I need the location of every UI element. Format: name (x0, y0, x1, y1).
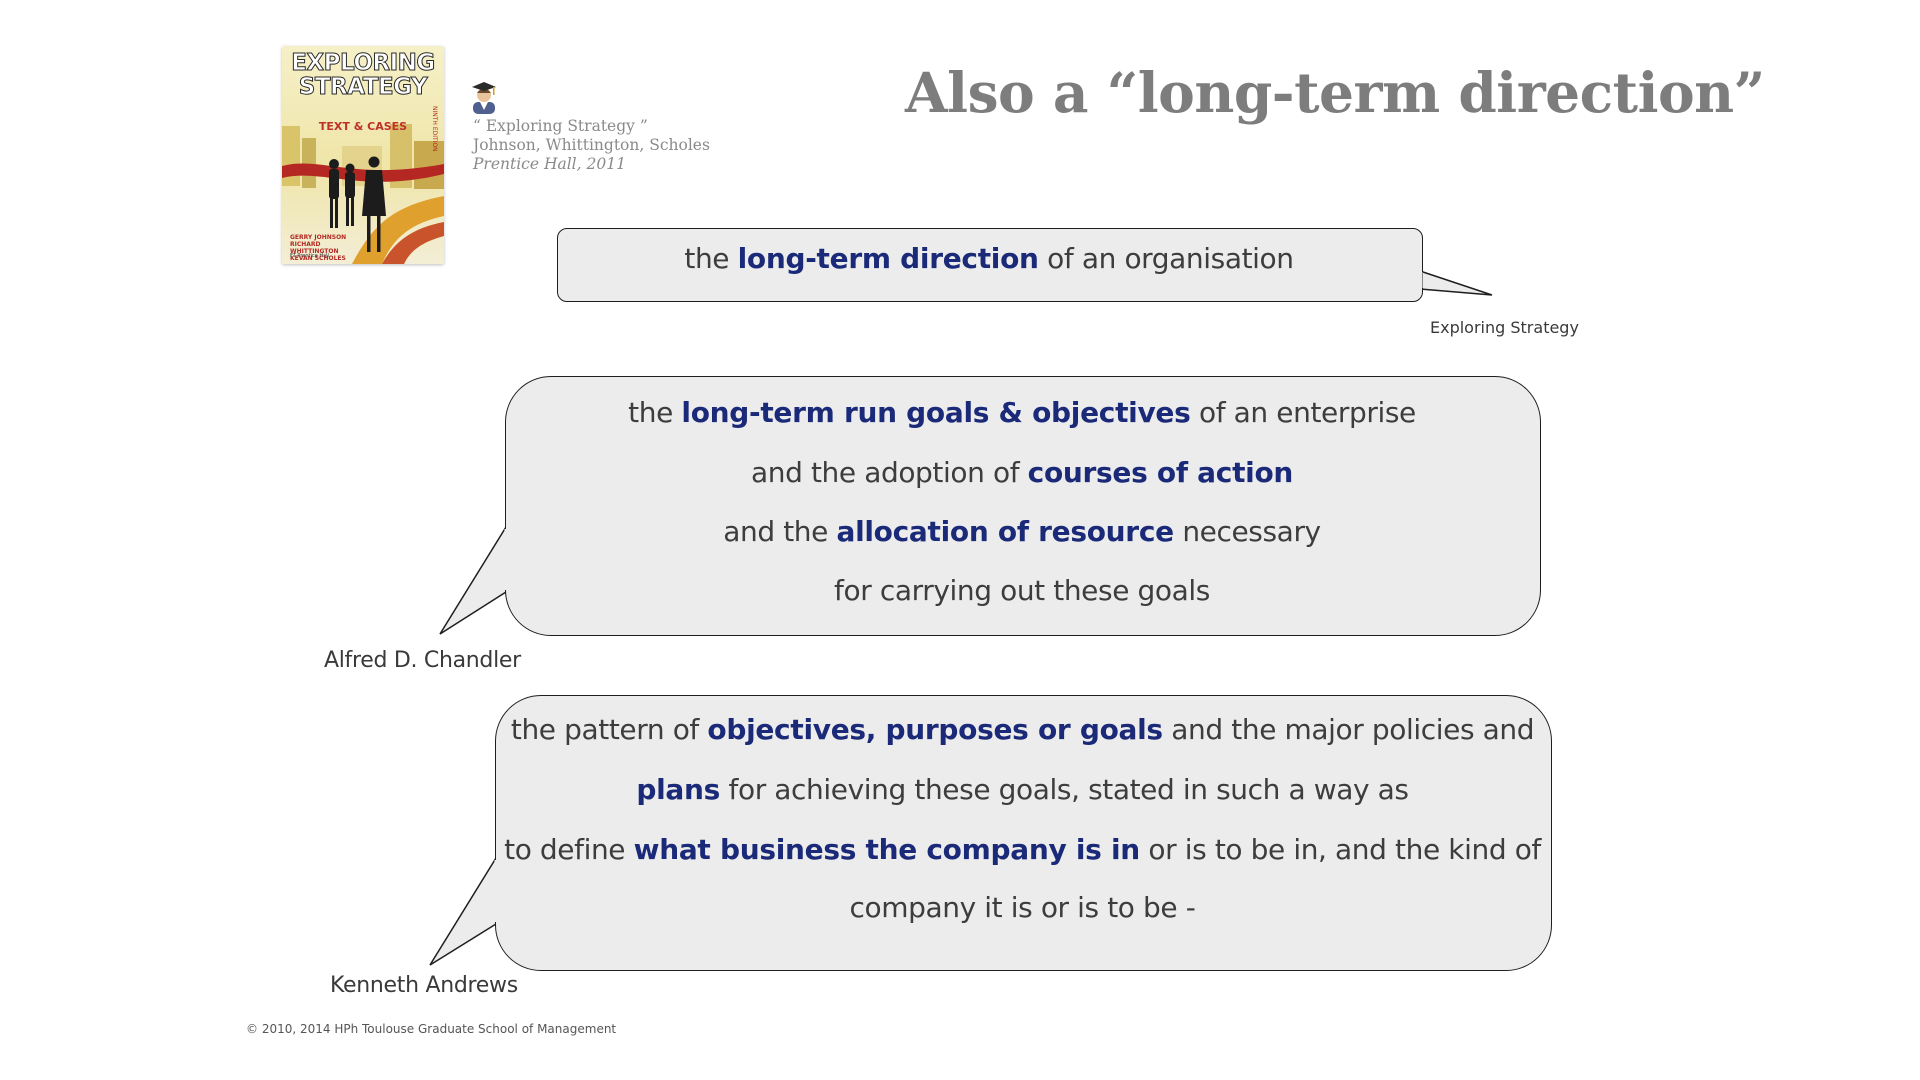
highlighted-phrase: long-term run goals & objectives (681, 396, 1191, 429)
quote-text: or is to be in, and the kind of (1139, 833, 1541, 866)
reference-authors: Johnson, Whittington, Scholes (473, 136, 710, 154)
quote-text: the (628, 396, 682, 429)
cover-title-line-1: EXPLORING (291, 50, 436, 77)
quote-text: of an organisation (1038, 242, 1294, 275)
cover-edition: NINTH EDITION (431, 106, 438, 152)
quote-text: and the (723, 515, 837, 548)
quote-2-line-2: and the adoption of courses of action (505, 456, 1539, 489)
quote-text: for achieving these goals, stated in suc… (720, 773, 1410, 806)
bubble-box (557, 228, 1423, 302)
reference-publisher: Prentice Hall, 2011 (473, 155, 626, 173)
cover-author: KEVAN SCHOLES (290, 255, 346, 262)
quote-text: company it is or is to be - (849, 891, 1196, 924)
graduate-icon (472, 82, 496, 114)
bubble-box (495, 695, 1552, 971)
attribution-chandler: Alfred D. Chandler (324, 648, 521, 673)
book-cover-art (282, 46, 444, 264)
quote-3-line-2: plans for achieving these goals, stated … (495, 773, 1550, 806)
highlighted-phrase: long-term direction (737, 242, 1039, 275)
quote-2-line-3: and the allocation of resource necessary (505, 515, 1539, 548)
quote-3-line-3: to define what business the company is i… (495, 833, 1550, 866)
quote-text: and the adoption of (750, 456, 1028, 489)
copyright-footer: © 2010, 2014 HPh Toulouse Graduate Schoo… (246, 1022, 617, 1036)
highlighted-phrase: plans (636, 773, 720, 806)
quote-text: necessary (1173, 515, 1321, 548)
cover-title-line-2: STRATEGY (298, 74, 428, 101)
highlighted-phrase: courses of action (1027, 456, 1294, 489)
cover-author: RICHARD WHITTINGTON (290, 241, 339, 255)
quote-3-line-1: the pattern of objectives, purposes or g… (495, 713, 1550, 746)
quote-3-line-4: company it is or is to be - (495, 891, 1550, 924)
cover-authors: GERRY JOHNSON RICHARD WHITTINGTON KEVAN … (290, 234, 360, 262)
quote-text: to define (504, 833, 634, 866)
attribution-exploring-strategy: Exploring Strategy (1430, 318, 1579, 337)
quote-text: the pattern of (510, 713, 708, 746)
cover-publisher: FT Prentice Hall (290, 253, 329, 259)
quote-text: for carrying out these goals (834, 574, 1210, 607)
book-cover-image: EXPLORING STRATEGY TEXT & CASES NINTH ED… (282, 46, 444, 264)
cover-author: GERRY JOHNSON (290, 234, 347, 241)
quote-text: the (684, 242, 738, 275)
attribution-andrews: Kenneth Andrews (330, 973, 518, 998)
reference-book-title: “ Exploring Strategy ” (473, 117, 648, 135)
cover-subtitle: TEXT & CASES (318, 120, 408, 133)
quote-text: of an enterprise (1190, 396, 1416, 429)
highlighted-phrase: allocation of resource (836, 515, 1174, 548)
highlighted-phrase: objectives, purposes or goals (707, 713, 1163, 746)
bubble-box (505, 376, 1541, 636)
quote-2-line-4: for carrying out these goals (505, 574, 1539, 607)
quote-2-line-1: the long-term run goals & objectives of … (505, 396, 1539, 429)
highlighted-phrase: what business the company is in (633, 833, 1141, 866)
page-title: Also a “long-term direction” (905, 60, 1765, 125)
quote-text: and the major policies and (1162, 713, 1535, 746)
quote-1-line-1: the long-term direction of an organisati… (557, 242, 1421, 275)
